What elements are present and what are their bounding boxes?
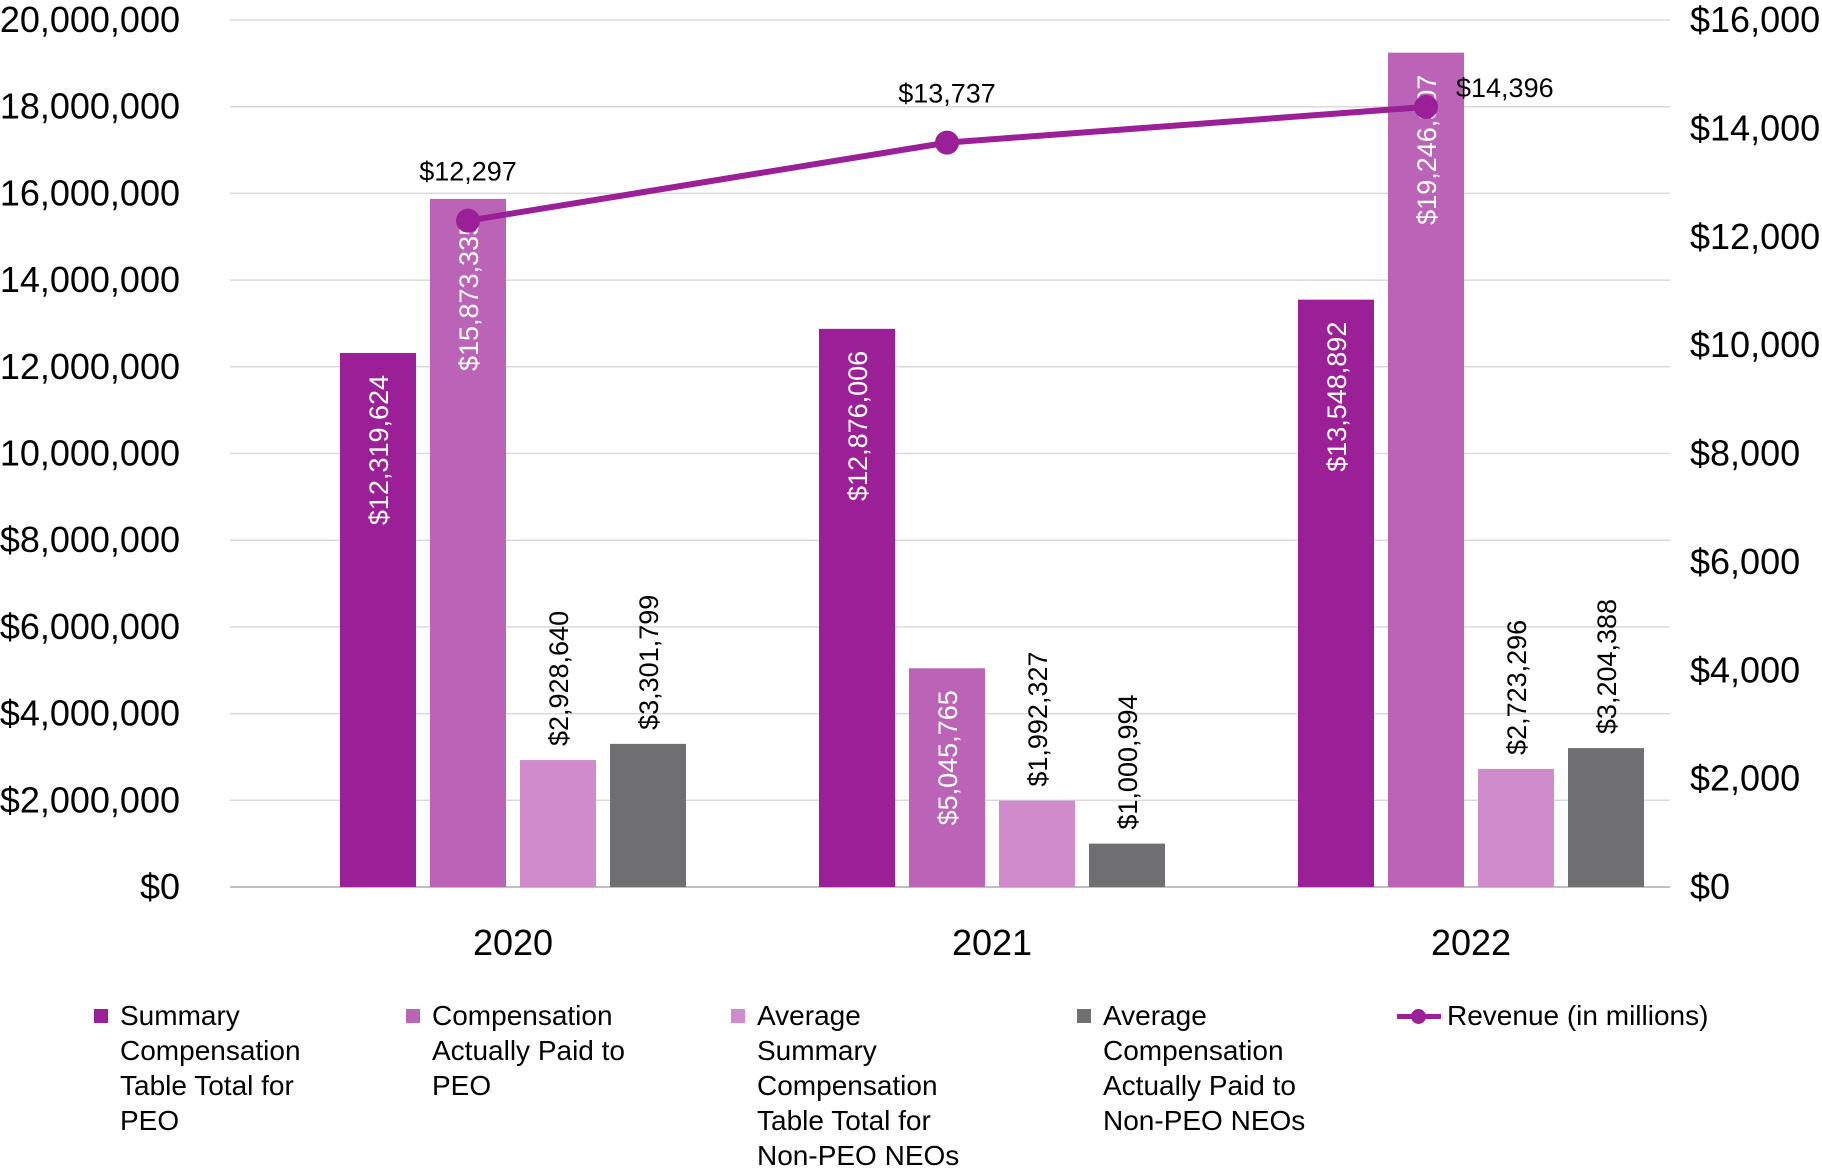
bar (430, 198, 506, 887)
bar-data-label: $13,548,892 (1322, 322, 1352, 472)
legend-swatch (1077, 1009, 1091, 1023)
bar-data-label: $2,928,640 (544, 611, 574, 746)
legend-label-line: Average (1103, 1000, 1207, 1031)
legend-item: Compensation Actually Paid to PEO (406, 998, 625, 1103)
left-y-tick-label: $0 (140, 866, 180, 907)
legend-label: Summary Compensation Table Total for PEO (120, 998, 301, 1138)
legend-label: Compensation Actually Paid to PEO (432, 998, 625, 1103)
bar (819, 328, 895, 887)
legend-label-line: Average (757, 1000, 861, 1031)
left-y-tick-label: $4,000,000 (0, 693, 180, 734)
bar (1478, 768, 1554, 887)
bar (1388, 52, 1464, 887)
bar-data-label: $1,992,327 (1023, 651, 1053, 786)
legend-swatch (94, 1009, 108, 1023)
chart-legend: Summary Compensation Table Total for PEO Com… (0, 998, 1822, 1174)
legend-item: Revenue (in millions) (1397, 998, 1708, 1033)
legend-item: Summary Compensation Table Total for PEO (94, 998, 301, 1138)
bar-data-label: $15,873,335 (454, 221, 484, 371)
legend-swatch (731, 1009, 745, 1023)
revenue-point (456, 208, 480, 233)
legend-label: Average Compensation Actually Paid to Non-P… (1103, 998, 1305, 1138)
left-y-tick-label: $14,000,000 (0, 259, 180, 300)
legend-label-line: Table Total for (757, 1105, 931, 1136)
legend-item: Average Summary Compensation Table Total fo… (731, 998, 959, 1173)
right-y-tick-label: $10,000 (1690, 324, 1820, 365)
revenue-data-label: $14,396 (1456, 73, 1554, 103)
bar-data-label: $12,876,006 (843, 351, 873, 501)
left-y-tick-label: $20,000,000 (0, 0, 180, 40)
revenue-point (935, 130, 959, 155)
revenue-line (467, 103, 1427, 224)
legend-label-line: Compensation (432, 1000, 613, 1031)
legend-label-line: Actually Paid to (432, 1035, 625, 1066)
revenue-data-label: $13,737 (898, 79, 996, 109)
legend-label-line: Compensation (120, 1035, 301, 1066)
left-y-tick-label: $12,000,000 (0, 346, 180, 387)
bar-data-label: $3,301,799 (634, 595, 664, 730)
right-y-tick-label: $0 (1690, 866, 1730, 907)
legend-line-swatch (1397, 1009, 1441, 1024)
x-category-label: 2022 (1431, 922, 1511, 963)
bar-data-labels: $12,319,624 $12,876,006 $13,548,892 $15,873… (364, 75, 1622, 830)
legend-label-line: Compensation (1103, 1035, 1284, 1066)
legend-label-line: Summary (757, 1035, 877, 1066)
bar-series (340, 52, 1644, 887)
x-axis-categories: 2020 2021 2022 (473, 922, 1511, 963)
legend-label: Revenue (in millions) (1447, 1000, 1709, 1031)
right-y-tick-label: $16,000 (1690, 0, 1820, 40)
bar-data-label: $5,045,765 (933, 690, 963, 825)
x-category-label: 2020 (473, 922, 553, 963)
bar-data-label: $2,723,296 (1502, 620, 1532, 755)
left-y-tick-label: $18,000,000 (0, 86, 180, 127)
right-y-tick-label: $6,000 (1690, 541, 1800, 582)
right-y-tick-label: $8,000 (1690, 433, 1800, 474)
legend-swatch (406, 1009, 420, 1023)
left-y-tick-label: $10,000,000 (0, 433, 180, 474)
legend-label-line: Non-PEO NEOs (1103, 1105, 1306, 1136)
bar (610, 743, 686, 887)
right-y-tick-label: $12,000 (1690, 216, 1820, 257)
x-category-label: 2021 (952, 922, 1032, 963)
legend-label-line: PEO (120, 1105, 180, 1136)
bar (520, 760, 596, 887)
right-y-tick-label: $2,000 (1690, 758, 1800, 799)
legend-label-line: Non-PEO NEOs (757, 1140, 960, 1171)
revenue-point (1414, 94, 1438, 119)
legend-label-line: Compensation (757, 1070, 938, 1101)
legend-item: Average Compensation Actually Paid to Non-P… (1077, 998, 1305, 1138)
legend-label-line: Actually Paid to (1103, 1070, 1296, 1101)
legend-label-line: Table Total for (120, 1070, 294, 1101)
legend-label-line: Summary (120, 1000, 240, 1031)
left-y-tick-label: $6,000,000 (0, 606, 180, 647)
bar-data-label: $12,319,624 (364, 375, 394, 525)
left-y-tick-label: $8,000,000 (0, 519, 180, 560)
left-y-axis: $0 $2,000,000 $4,000,000 $6,000,000 $8,000,0… (0, 0, 180, 907)
left-y-tick-label: $16,000,000 (0, 172, 180, 213)
bar (1089, 843, 1165, 887)
legend-label-line: PEO (432, 1070, 492, 1101)
bar (909, 668, 985, 887)
bar (1568, 748, 1644, 887)
left-y-tick-label: $2,000,000 (0, 779, 180, 820)
legend-label: Average Summary Compensation Table Total fo… (757, 998, 959, 1173)
bar (340, 352, 416, 887)
bar (999, 800, 1075, 887)
bar-data-label: $3,204,388 (1592, 599, 1622, 734)
revenue-line-series: $12,297 $13,737 $14,396 (419, 73, 1554, 233)
right-y-tick-label: $4,000 (1690, 649, 1800, 690)
bar (1298, 299, 1374, 887)
revenue-data-label: $12,297 (419, 157, 517, 187)
right-y-tick-label: $14,000 (1690, 107, 1820, 148)
right-y-axis: $0 $2,000 $4,000 $6,000 $8,000 $10,000 $12,000… (1690, 0, 1820, 907)
revenue-compensation-chart: $0 $2,000,000 $4,000,000 $6,000,000 $8,000,0… (0, 0, 1820, 963)
bar-data-label: $1,000,994 (1113, 694, 1143, 829)
